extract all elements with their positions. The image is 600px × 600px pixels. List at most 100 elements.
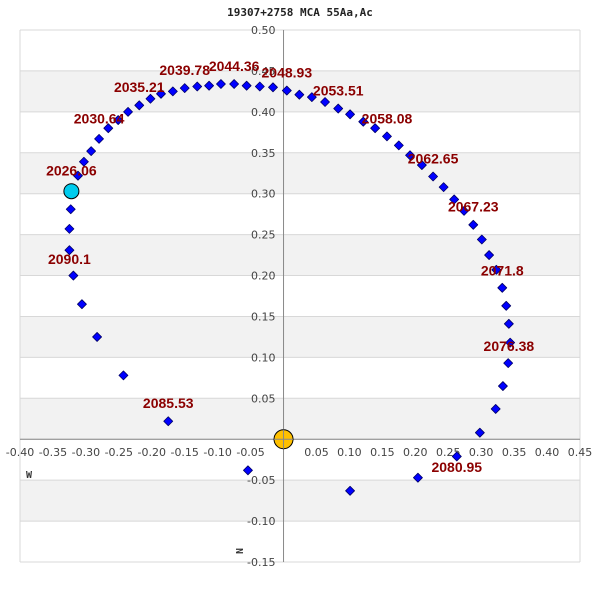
x-tick-label: 0.20 <box>403 446 428 459</box>
y-tick-label: 0.40 <box>251 106 276 119</box>
orbit-point <box>459 205 469 216</box>
x-tick-label: 0.10 <box>337 446 362 459</box>
orbit-point <box>428 171 438 182</box>
orbit-point <box>268 82 278 93</box>
y-tick-label: 0.05 <box>251 392 276 405</box>
orbit-point <box>103 123 114 134</box>
orbit-point <box>333 103 344 114</box>
orbit-point <box>64 245 75 256</box>
orbit-points <box>64 79 516 496</box>
y-tick-label: -0.10 <box>247 515 275 528</box>
x-tick-label: 0.30 <box>469 446 494 459</box>
orbit-point <box>413 472 423 483</box>
orbit-point <box>393 140 404 151</box>
orbit-point <box>241 80 252 91</box>
orbit-point <box>167 86 178 97</box>
orbit-point <box>204 80 214 91</box>
orbit-point <box>345 109 355 120</box>
x-tick-label: 0.45 <box>568 446 593 459</box>
orbit-point <box>134 100 145 111</box>
x-tick-label: 0.40 <box>535 446 560 459</box>
orbit-point <box>497 282 508 293</box>
y-tick-label: -0.05 <box>247 474 275 487</box>
year-label: 2067.23 <box>448 199 499 215</box>
x-tick-label: -0.40 <box>6 446 34 459</box>
orbit-point <box>94 133 104 144</box>
orbit-point <box>294 89 305 100</box>
x-tick-label: 0.15 <box>370 446 395 459</box>
orbit-point <box>123 106 133 117</box>
grid-band <box>20 152 580 194</box>
orbit-point <box>358 116 369 127</box>
orbit-point <box>320 97 330 107</box>
orbit-point <box>484 250 494 260</box>
year-label: 2053.51 <box>313 82 364 98</box>
orbit-point <box>179 83 190 94</box>
orbit-point <box>503 318 514 329</box>
plot-background <box>20 30 580 562</box>
markers <box>63 183 294 450</box>
year-label: 2085.53 <box>143 395 194 411</box>
x-tick-label: -0.05 <box>236 446 264 459</box>
year-label: 2048.93 <box>262 64 313 80</box>
orbit-point <box>192 81 203 92</box>
x-tick-label: -0.25 <box>105 446 133 459</box>
orbit-point <box>156 88 166 99</box>
orbit-point <box>79 156 89 167</box>
grid-band <box>20 316 580 358</box>
x-tick-label: 0.35 <box>502 446 527 459</box>
tick-labels: -0.40 -0.35 -0.30 -0.25 -0.20 -0.15 -0.10 -0.05… <box>6 24 592 569</box>
grid-band <box>20 398 580 440</box>
current-position-marker <box>63 183 80 200</box>
orbit-point <box>243 465 253 476</box>
x-tick-label: -0.10 <box>203 446 231 459</box>
orbit-point <box>73 170 83 181</box>
year-label: 2030.64 <box>74 110 125 126</box>
orbit-point <box>416 160 427 170</box>
year-label: 2071.8 <box>481 263 524 279</box>
orbit-point <box>382 131 392 142</box>
orbit-point <box>476 234 487 245</box>
orbit-point <box>77 299 87 310</box>
orbit-point <box>65 204 76 215</box>
orbit-point <box>86 146 97 157</box>
year-label: 2035.21 <box>114 79 165 95</box>
orbit-point <box>490 404 501 414</box>
orbit-point <box>503 358 514 369</box>
year-label: 2026.06 <box>46 163 97 179</box>
west-label: W <box>26 470 33 481</box>
orbit-point <box>64 223 75 234</box>
axes <box>20 30 580 562</box>
orbit-point <box>306 92 317 103</box>
orbit-point <box>474 427 485 438</box>
orbit-point <box>405 150 415 161</box>
year-label: 2080.95 <box>431 459 482 475</box>
year-label: 2062.65 <box>408 150 459 166</box>
orbit-point <box>145 93 156 104</box>
orbit-point <box>68 270 79 281</box>
orbit-point <box>498 381 508 391</box>
orbit-point <box>370 123 381 134</box>
year-label: 2039.78 <box>159 62 210 78</box>
grid-band <box>20 480 580 522</box>
orbit-point <box>118 370 129 381</box>
x-tick-label: -0.30 <box>72 446 100 459</box>
y-tick-label: 0.25 <box>251 229 276 242</box>
orbit-point <box>491 264 502 275</box>
y-tick-label: 0.20 <box>251 270 276 283</box>
year-label: 2090.1 <box>48 251 91 267</box>
year-label: 2058.08 <box>362 110 413 126</box>
orbit-point <box>254 81 265 92</box>
x-tick-label: -0.20 <box>138 446 166 459</box>
chart-title: 19307+2758 MCA 55Aa,Ac <box>227 6 373 19</box>
orbit-point <box>468 219 479 230</box>
orbit-point <box>505 337 516 348</box>
orbit-point <box>281 85 292 96</box>
orbit-point <box>92 332 102 342</box>
orbit-point <box>438 182 449 193</box>
orbit-point <box>451 451 462 462</box>
x-tick-label: -0.35 <box>39 446 67 459</box>
y-tick-label: -0.15 <box>247 556 275 569</box>
